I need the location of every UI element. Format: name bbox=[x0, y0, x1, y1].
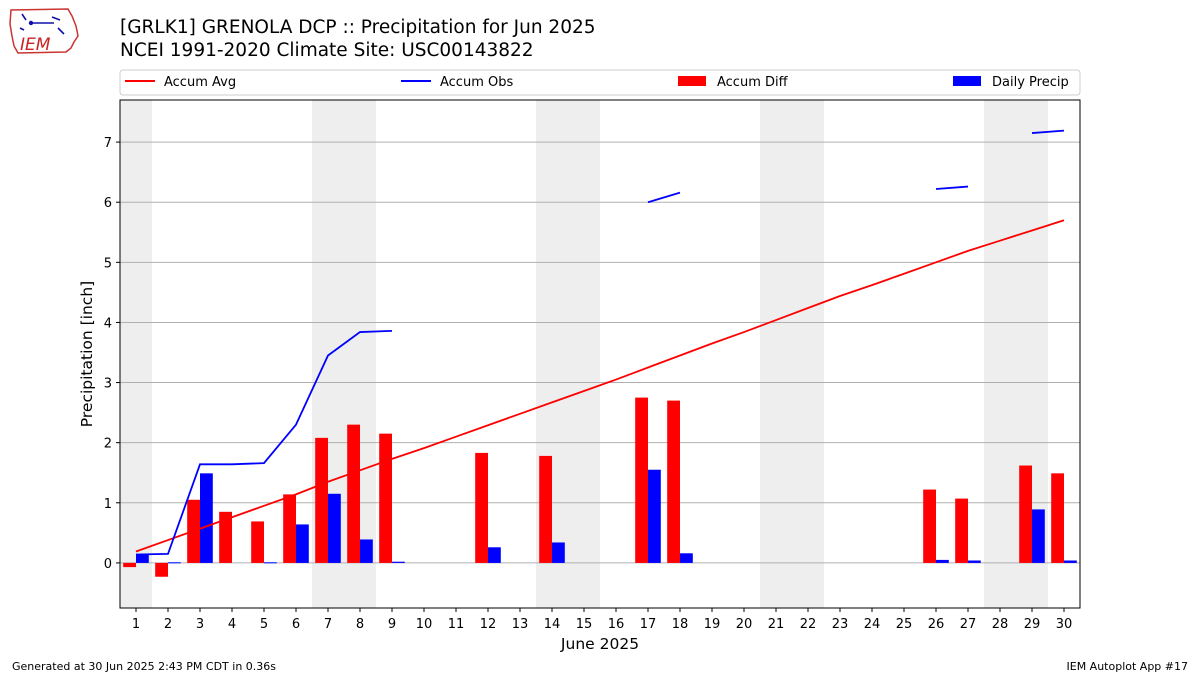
daily-precip-bar bbox=[168, 562, 181, 564]
weekend-shade bbox=[120, 100, 152, 608]
chart-title: [GRLK1] GRENOLA DCP :: Precipitation for… bbox=[120, 17, 596, 38]
weekend-shade bbox=[760, 100, 824, 608]
y-tick-label: 2 bbox=[104, 437, 112, 452]
daily-precip-bar bbox=[296, 524, 309, 563]
plot-frame bbox=[119, 99, 1081, 609]
x-tick-label: 18 bbox=[672, 617, 689, 632]
x-tick-label: 14 bbox=[544, 617, 561, 632]
y-tick-label: 1 bbox=[104, 497, 112, 512]
x-tick-label: 21 bbox=[768, 617, 785, 632]
x-axis-label: June 2025 bbox=[560, 635, 639, 653]
logo-text: IEM bbox=[20, 35, 51, 55]
legend-swatch bbox=[678, 76, 706, 86]
x-tick-label: 24 bbox=[864, 617, 881, 632]
x-tick-label: 7 bbox=[324, 617, 332, 632]
daily-precip-bar bbox=[264, 562, 277, 564]
accum-avg-line bbox=[135, 219, 1065, 553]
iowa-map-logo-icon: IEM bbox=[9, 8, 79, 55]
accum-diff-bar bbox=[667, 400, 680, 563]
daily-precip-bar bbox=[200, 473, 213, 563]
chart-subtitle: NCEI 1991-2020 Climate Site: USC00143822 bbox=[120, 40, 534, 61]
accum-diff-bar bbox=[539, 455, 552, 563]
x-tick-label: 8 bbox=[356, 617, 364, 632]
x-tick-label: 1 bbox=[132, 617, 140, 632]
y-tick-label: 0 bbox=[104, 557, 112, 572]
accum-diff-bar bbox=[1051, 473, 1064, 563]
legend-label: Accum Diff bbox=[717, 75, 789, 90]
x-tick-label: 6 bbox=[292, 617, 300, 632]
daily-precip-bar bbox=[968, 560, 981, 563]
legend-label: Daily Precip bbox=[992, 75, 1069, 90]
accum-diff-bar bbox=[315, 437, 328, 563]
iem-logo: IEM bbox=[8, 6, 80, 58]
legend-label: Accum Obs bbox=[440, 75, 513, 90]
x-tick-label: 28 bbox=[992, 617, 1009, 632]
x-tick-label: 10 bbox=[416, 617, 433, 632]
accum-obs-line bbox=[1031, 129, 1065, 134]
x-tick-label: 25 bbox=[896, 617, 913, 632]
daily-precip-bar bbox=[392, 561, 405, 563]
y-tick-label: 3 bbox=[104, 377, 112, 392]
daily-precip-bar bbox=[648, 469, 661, 563]
accum-diff-bar bbox=[123, 562, 136, 568]
daily-precip-bar bbox=[1064, 560, 1077, 563]
x-tick-label: 5 bbox=[260, 617, 268, 632]
x-tick-label: 20 bbox=[736, 617, 753, 632]
accum-diff-bar bbox=[283, 494, 296, 563]
accum-diff-bar bbox=[923, 489, 936, 563]
x-tick-label: 11 bbox=[448, 617, 465, 632]
y-tick-label: 7 bbox=[104, 136, 112, 151]
x-tick-label: 27 bbox=[960, 617, 977, 632]
accum-diff-bar bbox=[347, 424, 360, 563]
app-footer: IEM Autoplot App #17 bbox=[1066, 660, 1189, 673]
x-tick-label: 23 bbox=[832, 617, 849, 632]
daily-precip-bar bbox=[680, 553, 693, 563]
x-tick-label: 22 bbox=[800, 617, 817, 632]
accum-diff-bar bbox=[955, 498, 968, 563]
accum-diff-bar bbox=[251, 521, 264, 563]
y-axis-label: Precipitation [inch] bbox=[78, 281, 96, 427]
accum-obs-line bbox=[647, 191, 681, 204]
accum-obs-line bbox=[135, 329, 393, 556]
daily-precip-bar bbox=[328, 493, 341, 563]
y-tick-label: 5 bbox=[104, 256, 112, 271]
x-tick-label: 2 bbox=[164, 617, 172, 632]
daily-precip-bar bbox=[1032, 509, 1045, 563]
accum-obs-line bbox=[935, 185, 969, 190]
x-tick-label: 9 bbox=[388, 617, 396, 632]
x-tick-label: 15 bbox=[576, 617, 593, 632]
legend-box bbox=[119, 69, 1081, 96]
x-tick-label: 26 bbox=[928, 617, 945, 632]
legend-label: Accum Avg bbox=[164, 75, 236, 90]
daily-precip-bar bbox=[136, 554, 149, 563]
x-tick-label: 12 bbox=[480, 617, 497, 632]
accum-diff-bar bbox=[475, 452, 488, 563]
x-tick-label: 4 bbox=[228, 617, 236, 632]
x-tick-label: 17 bbox=[640, 617, 657, 632]
daily-precip-bar bbox=[360, 539, 373, 563]
x-tick-label: 13 bbox=[512, 617, 529, 632]
x-tick-label: 29 bbox=[1024, 617, 1041, 632]
generated-footer: Generated at 30 Jun 2025 2:43 PM CDT in … bbox=[12, 660, 277, 673]
accum-diff-bar bbox=[155, 562, 168, 577]
daily-precip-bar bbox=[488, 547, 501, 563]
x-tick-label: 3 bbox=[196, 617, 204, 632]
accum-diff-bar bbox=[635, 397, 648, 563]
x-tick-label: 30 bbox=[1056, 617, 1073, 632]
x-tick-label: 16 bbox=[608, 617, 625, 632]
legend-swatch bbox=[953, 76, 981, 86]
accum-diff-bar bbox=[1019, 465, 1032, 563]
x-tick-label: 19 bbox=[704, 617, 721, 632]
y-tick-label: 4 bbox=[104, 316, 112, 331]
y-tick-label: 6 bbox=[104, 196, 112, 211]
daily-precip-bar bbox=[936, 559, 949, 563]
accum-diff-bar bbox=[219, 511, 232, 563]
accum-diff-bar bbox=[379, 433, 392, 563]
daily-precip-bar bbox=[552, 542, 565, 563]
